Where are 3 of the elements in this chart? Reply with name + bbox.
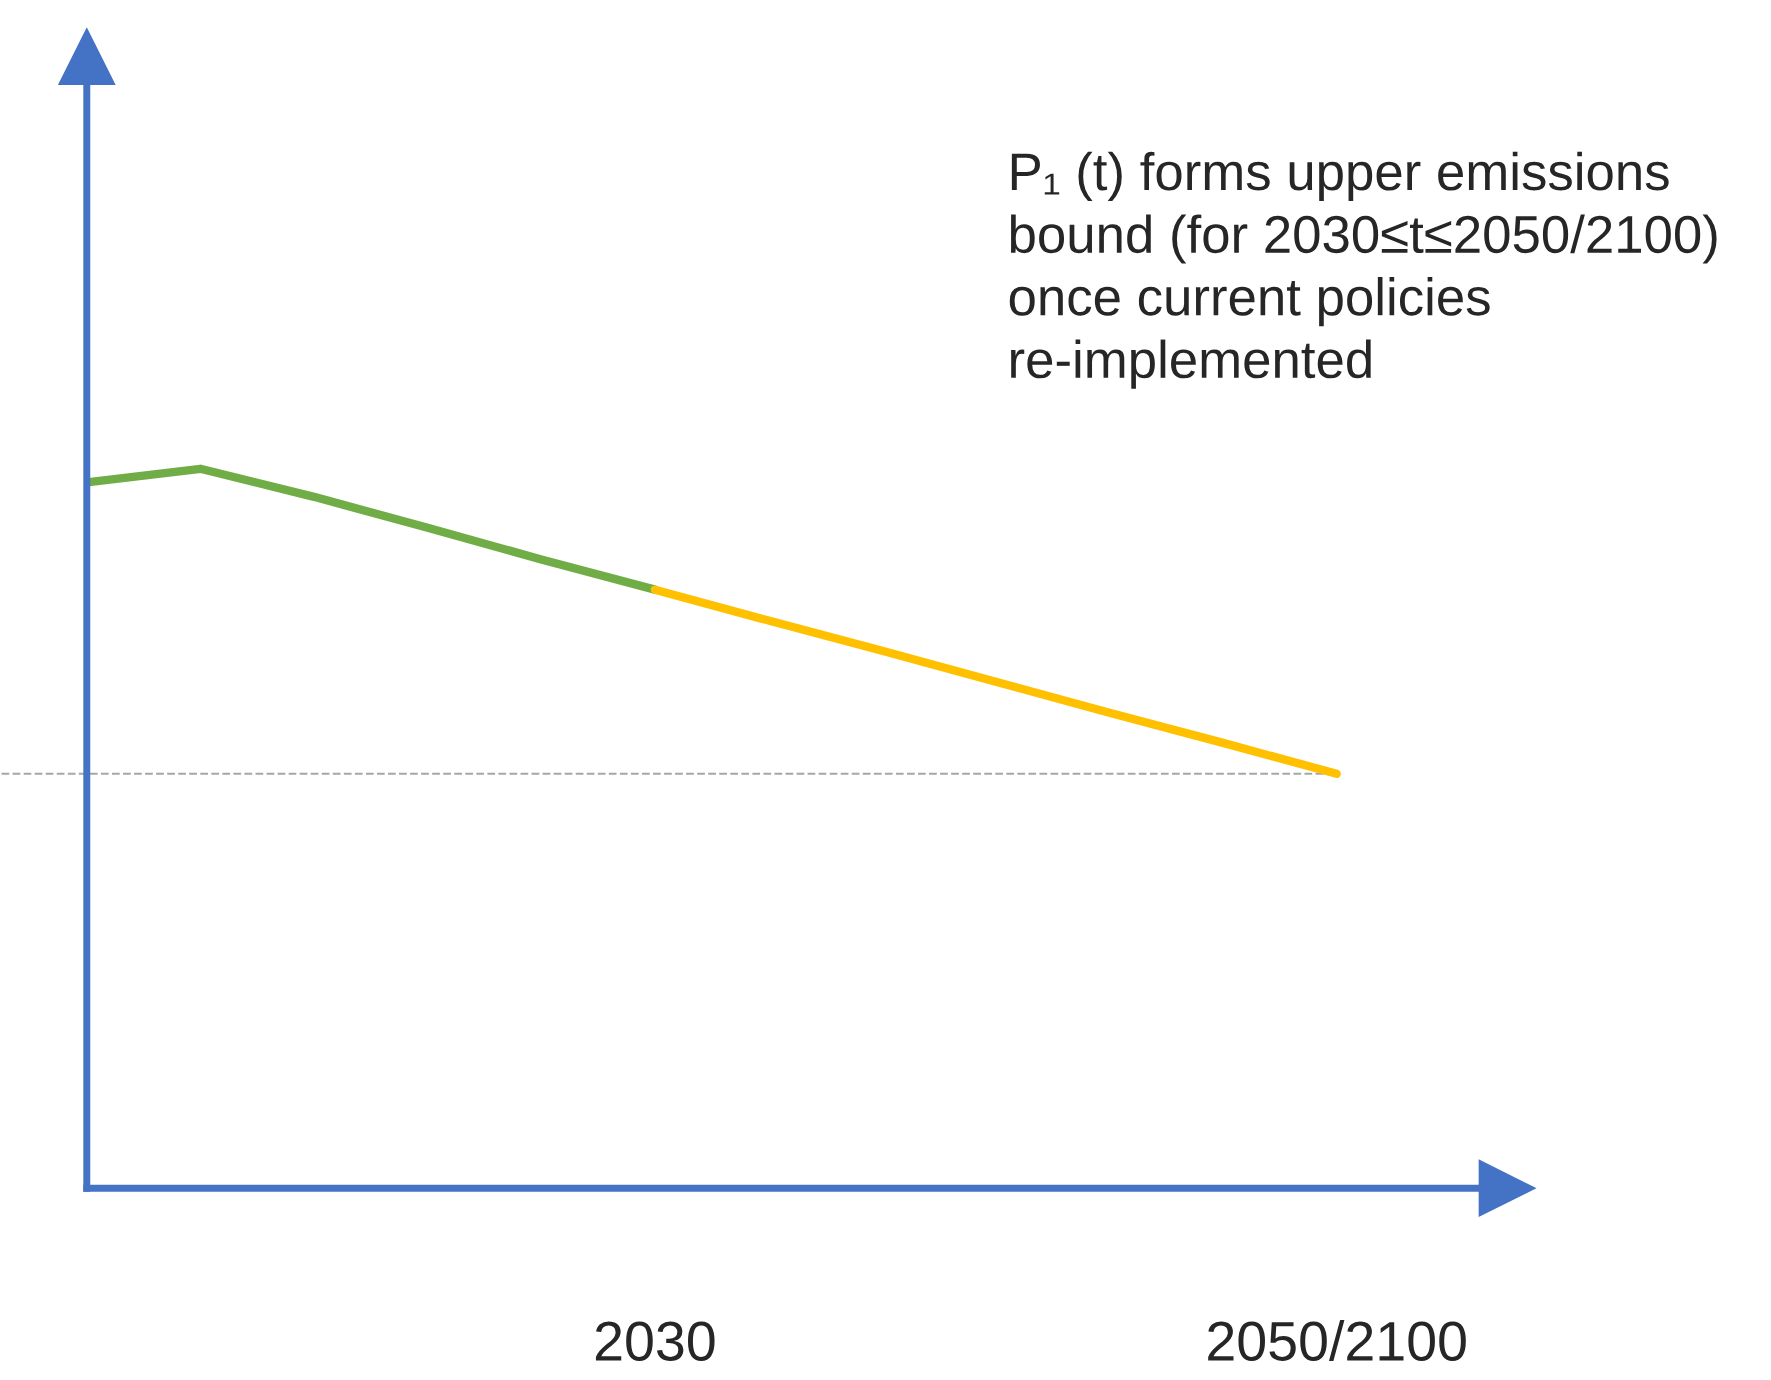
x-tick-label: 2050/2100 bbox=[1208, 1320, 1466, 1361]
x-tick-label: 2030 bbox=[595, 1321, 715, 1361]
text: P₁ (t) forms upper emissions bound (for 2030≤t≤2050/2100) once current policies re-implemented bbox=[1009, 151, 1717, 389]
